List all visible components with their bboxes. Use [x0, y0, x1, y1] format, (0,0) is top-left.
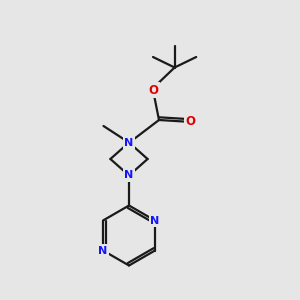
Text: O: O: [148, 83, 159, 97]
Text: N: N: [124, 137, 134, 148]
Text: N: N: [124, 170, 134, 181]
Text: O: O: [185, 115, 195, 128]
Text: N: N: [150, 215, 160, 226]
Text: N: N: [98, 245, 108, 256]
